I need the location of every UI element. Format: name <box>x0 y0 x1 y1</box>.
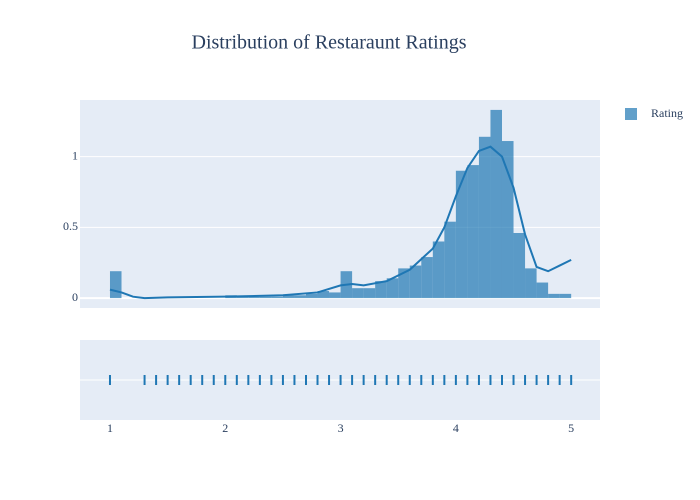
x-tick-label: 5 <box>568 421 574 435</box>
x-tick-label: 1 <box>107 421 113 435</box>
bar <box>490 109 502 299</box>
x-tick-label: 4 <box>453 421 459 435</box>
bar <box>501 141 514 299</box>
bar <box>559 293 572 299</box>
bar <box>236 296 249 299</box>
bar <box>259 296 272 299</box>
legend-label: Rating <box>651 106 683 120</box>
bar <box>317 291 330 299</box>
legend-swatch <box>625 108 637 120</box>
bar <box>329 292 341 299</box>
bar <box>525 268 537 299</box>
bar <box>352 288 364 299</box>
x-tick-label: 2 <box>222 421 228 435</box>
bar <box>432 241 445 299</box>
bar <box>398 268 410 299</box>
bar <box>248 296 260 299</box>
bar <box>513 233 526 299</box>
y-tick-label: 1 <box>72 148 78 162</box>
chart-title: Distribution of Restaraunt Ratings <box>192 32 467 54</box>
bar <box>375 281 387 299</box>
bar <box>467 165 479 299</box>
bar <box>421 257 433 299</box>
bar <box>386 278 399 299</box>
bar <box>271 296 283 299</box>
bar <box>294 295 306 299</box>
bar <box>455 170 468 299</box>
x-tick-label: 3 <box>338 421 344 435</box>
bar <box>282 295 295 299</box>
bar <box>409 265 422 299</box>
bar <box>478 136 491 299</box>
bar <box>109 271 122 299</box>
bar <box>444 221 456 299</box>
bar <box>363 288 376 299</box>
y-tick-label: 0.5 <box>63 219 78 233</box>
bar <box>305 293 318 299</box>
kde-line <box>109 145 572 300</box>
bar <box>548 293 560 299</box>
bar <box>536 282 549 299</box>
y-tick-label: 0 <box>72 290 78 304</box>
